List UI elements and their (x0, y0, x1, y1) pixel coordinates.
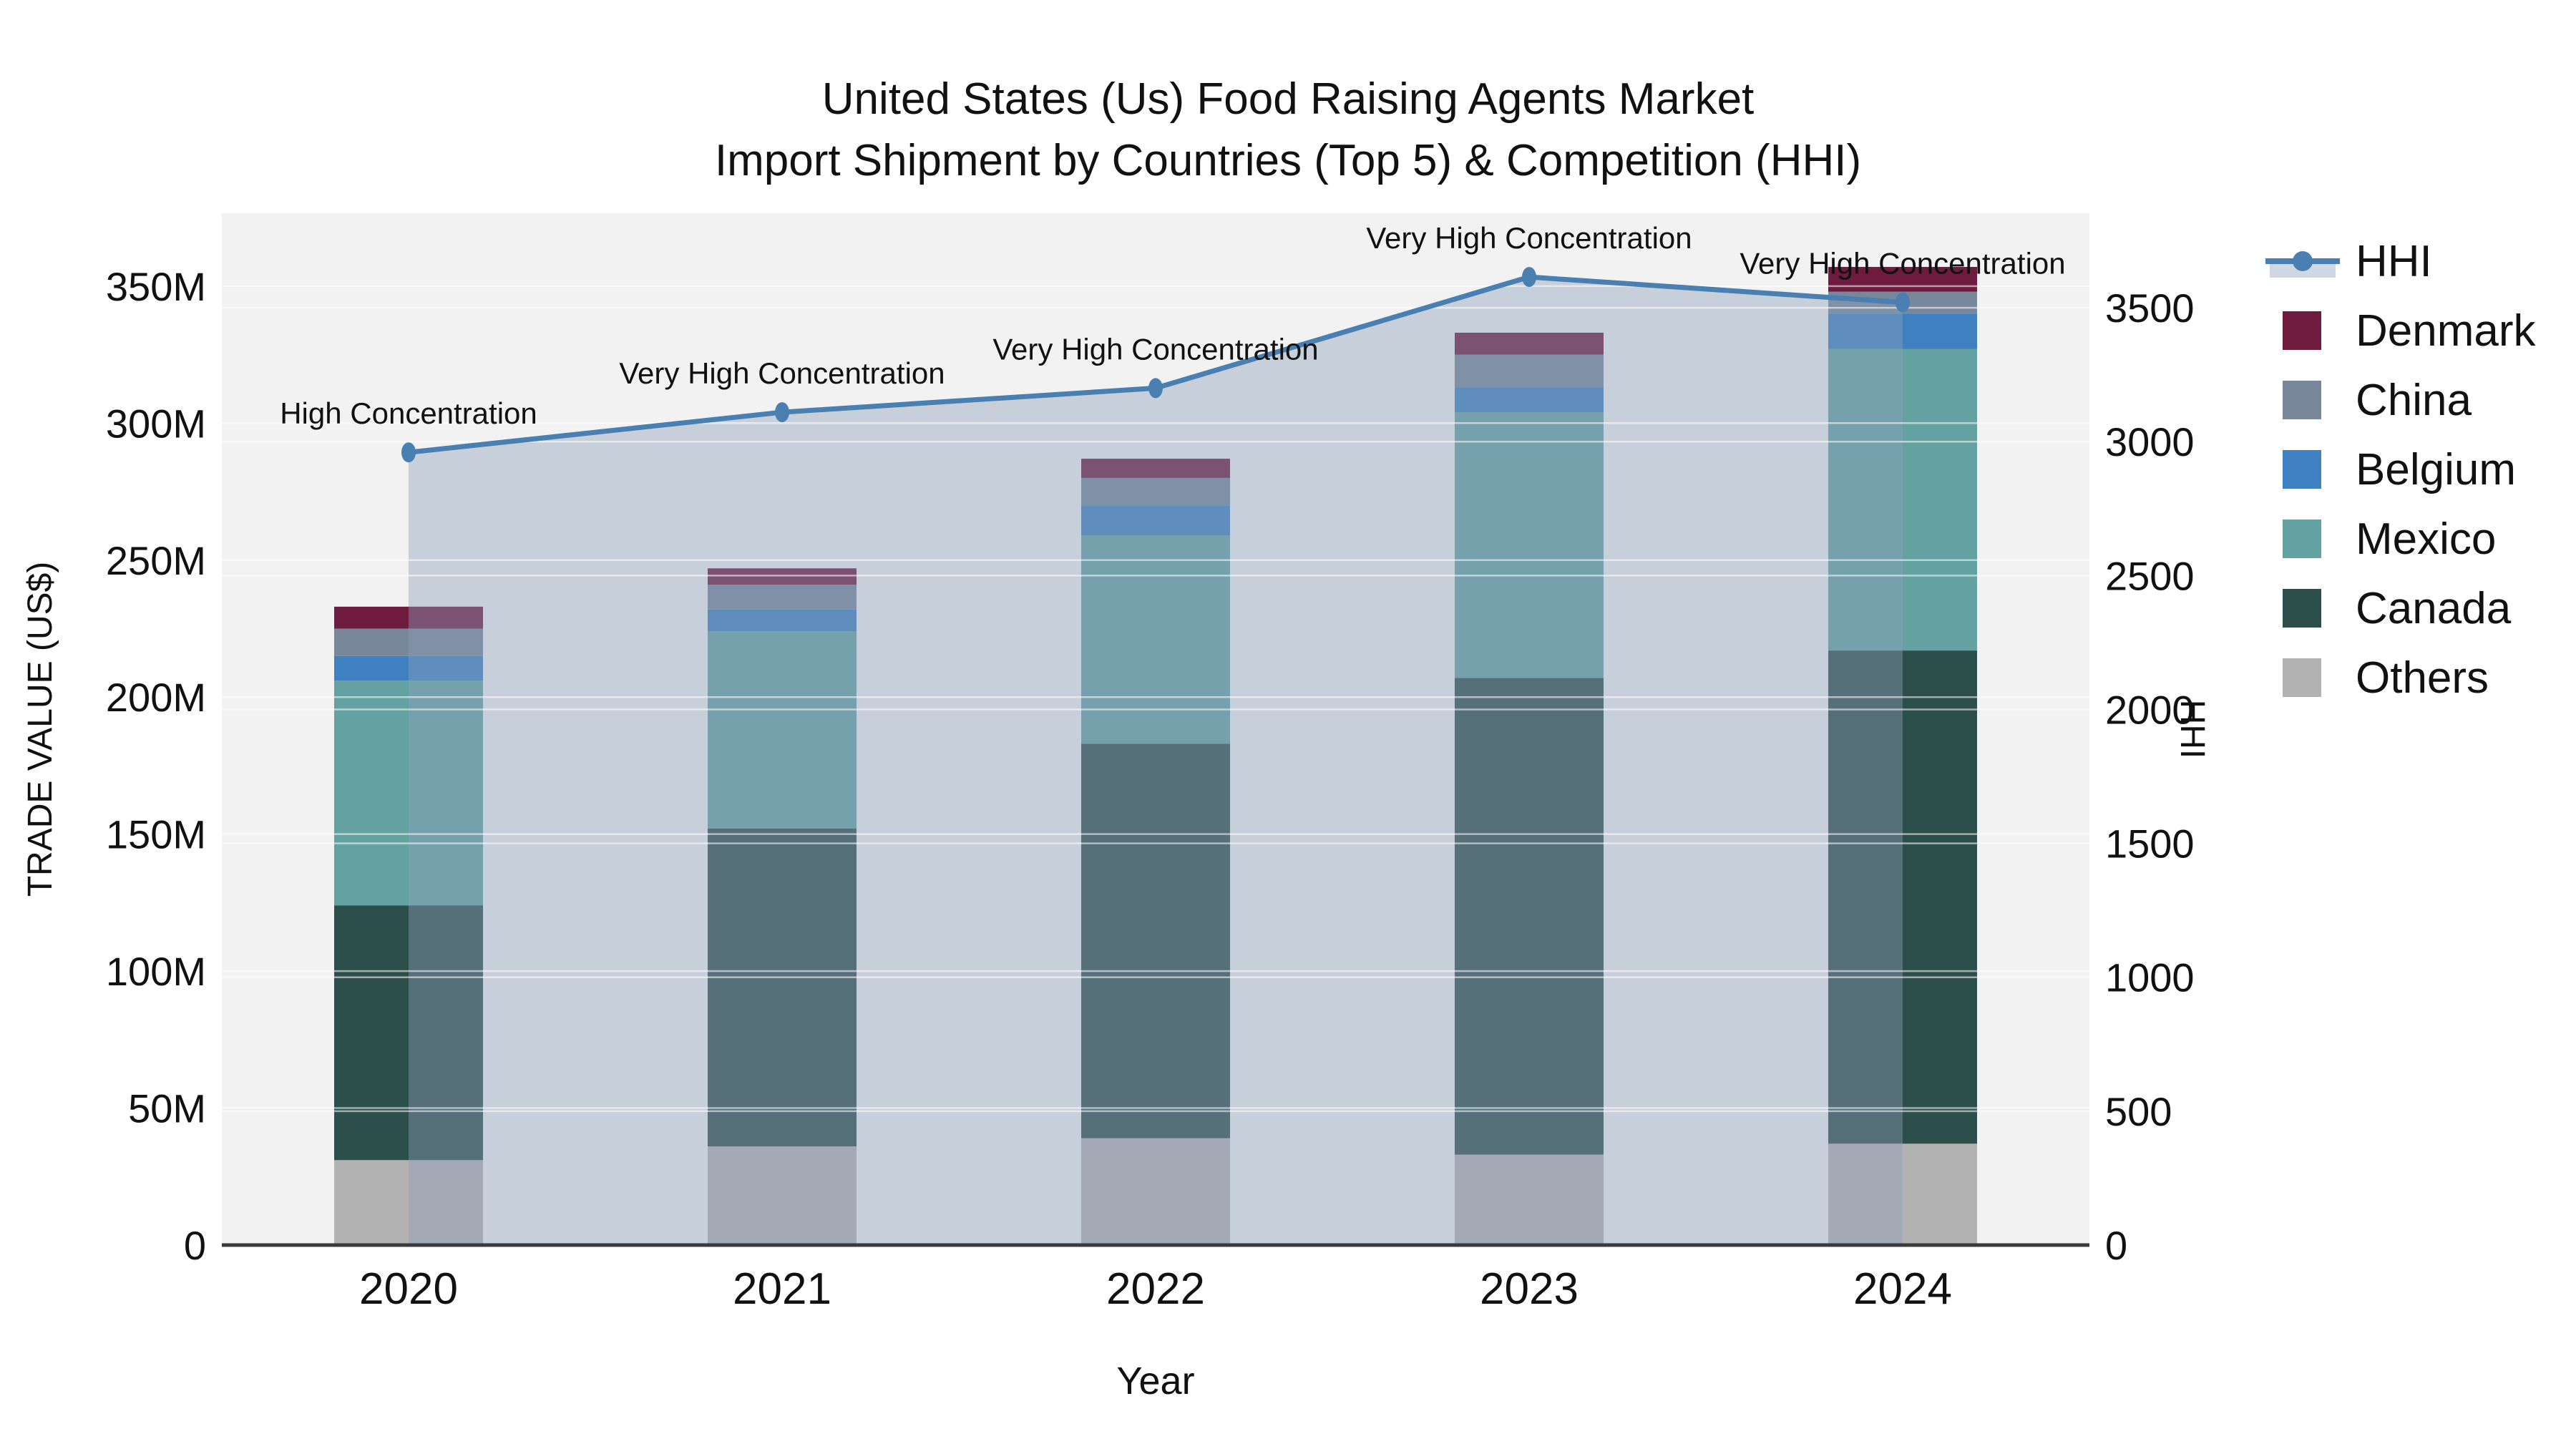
bar-segment-china-2021 (708, 585, 857, 610)
annotation-2020: High Concentration (280, 396, 537, 430)
bar-segment-denmark-2022 (1081, 459, 1230, 478)
bar-segment-others-2023 (1455, 1154, 1604, 1245)
right-axis-tick-label: 2000 (2105, 687, 2195, 732)
legend-swatch-mexico-icon (2283, 519, 2321, 558)
legend-label-others: Others (2356, 653, 2489, 703)
left-axis-tick-label: 0 (184, 1223, 206, 1268)
legend-swatch-others-icon (2283, 658, 2321, 697)
left-axis-tick-label: 150M (106, 812, 206, 857)
bar-segment-canada-2020 (334, 905, 483, 1161)
bar-segment-mexico-2021 (708, 631, 857, 829)
bar-segment-belgium-2022 (1081, 505, 1230, 536)
bar-segment-china-2020 (334, 628, 483, 656)
annotation-2023: Very High Concentration (1366, 221, 1692, 255)
left-axis-tick-label: 200M (106, 675, 206, 720)
hhi-marker-2024 (1896, 292, 1910, 313)
bar-segment-mexico-2024 (1828, 348, 1977, 651)
legend-hhi-marker-icon (2293, 251, 2313, 271)
left-axis-tick-label: 100M (106, 949, 206, 994)
legend-label-denmark: Denmark (2356, 306, 2537, 356)
bar-segment-denmark-2024 (1828, 267, 1977, 292)
legend-label-mexico: Mexico (2356, 514, 2496, 564)
right-axis-tick-label: 1000 (2105, 955, 2195, 1000)
bar-segment-china-2022 (1081, 477, 1230, 506)
legend-swatch-canada-icon (2283, 589, 2321, 628)
legend-label-china: China (2356, 376, 2472, 425)
bar-segment-belgium-2021 (708, 609, 857, 632)
bar-segment-denmark-2021 (708, 568, 857, 585)
left-axis-title: TRADE VALUE (US$) (21, 562, 59, 897)
bar-segment-others-2022 (1081, 1138, 1230, 1245)
chart-title-line2: Import Shipment by Countries (Top 5) & C… (714, 136, 1862, 185)
right-axis-title: HHI (2173, 700, 2211, 759)
bar-segment-mexico-2023 (1455, 411, 1604, 678)
bar-segment-denmark-2023 (1455, 332, 1604, 355)
bar-segment-belgium-2023 (1455, 387, 1604, 412)
chart-title-line1: United States (Us) Food Raising Agents M… (821, 74, 1755, 124)
legend-swatch-denmark-icon (2283, 311, 2321, 350)
legend-label-canada: Canada (2356, 584, 2512, 633)
right-axis-tick-label: 1500 (2105, 821, 2195, 867)
x-axis-tick-label: 2024 (1853, 1264, 1952, 1314)
right-axis-tick-label: 3500 (2105, 286, 2195, 331)
annotation-2022: Very High Concentration (992, 332, 1318, 366)
annotation-2021: Very High Concentration (619, 356, 945, 390)
bar-segment-canada-2022 (1081, 743, 1230, 1138)
x-axis-tick-label: 2023 (1480, 1264, 1579, 1314)
bar-segment-belgium-2020 (334, 655, 483, 681)
x-axis-title: Year (1116, 1360, 1194, 1402)
right-axis-tick-label: 500 (2105, 1089, 2172, 1134)
hhi-marker-2022 (1148, 378, 1163, 399)
left-axis-tick-label: 300M (106, 401, 206, 446)
x-axis-tick-label: 2022 (1106, 1264, 1205, 1314)
left-axis-tick-label: 250M (106, 538, 206, 583)
legend-swatch-belgium-icon (2283, 450, 2321, 489)
legend-label-belgium: Belgium (2356, 445, 2516, 494)
legend-label-hhi: HHI (2356, 237, 2432, 286)
bar-segment-canada-2024 (1828, 650, 1977, 1144)
right-axis-tick-label: 3000 (2105, 419, 2195, 464)
chart-title: United States (Us) Food Raising Agents M… (0, 69, 2576, 192)
bar-segment-others-2021 (708, 1146, 857, 1245)
bar-segment-canada-2021 (708, 828, 857, 1147)
right-axis-tick-label: 0 (2105, 1223, 2127, 1268)
bar-segment-china-2023 (1455, 354, 1604, 388)
bar-segment-mexico-2020 (334, 680, 483, 906)
bar-segment-others-2020 (334, 1160, 483, 1245)
hhi-area-fill (409, 277, 1903, 1246)
legend-swatch-china-icon (2283, 381, 2321, 419)
annotation-2024: Very High Concentration (1740, 247, 2065, 280)
hhi-marker-2021 (775, 402, 789, 423)
bar-segment-others-2024 (1828, 1143, 1977, 1245)
bar-segment-belgium-2024 (1828, 313, 1977, 349)
hhi-marker-2023 (1522, 267, 1536, 288)
x-axis-tick-label: 2021 (733, 1264, 831, 1314)
bar-segment-denmark-2020 (334, 606, 483, 629)
hhi-marker-2020 (401, 442, 416, 463)
left-axis-tick-label: 50M (128, 1086, 206, 1131)
right-axis-tick-label: 2500 (2105, 553, 2195, 598)
bar-segment-canada-2023 (1455, 678, 1604, 1155)
left-axis-tick-label: 350M (106, 264, 206, 309)
x-axis-tick-label: 2020 (359, 1264, 458, 1314)
